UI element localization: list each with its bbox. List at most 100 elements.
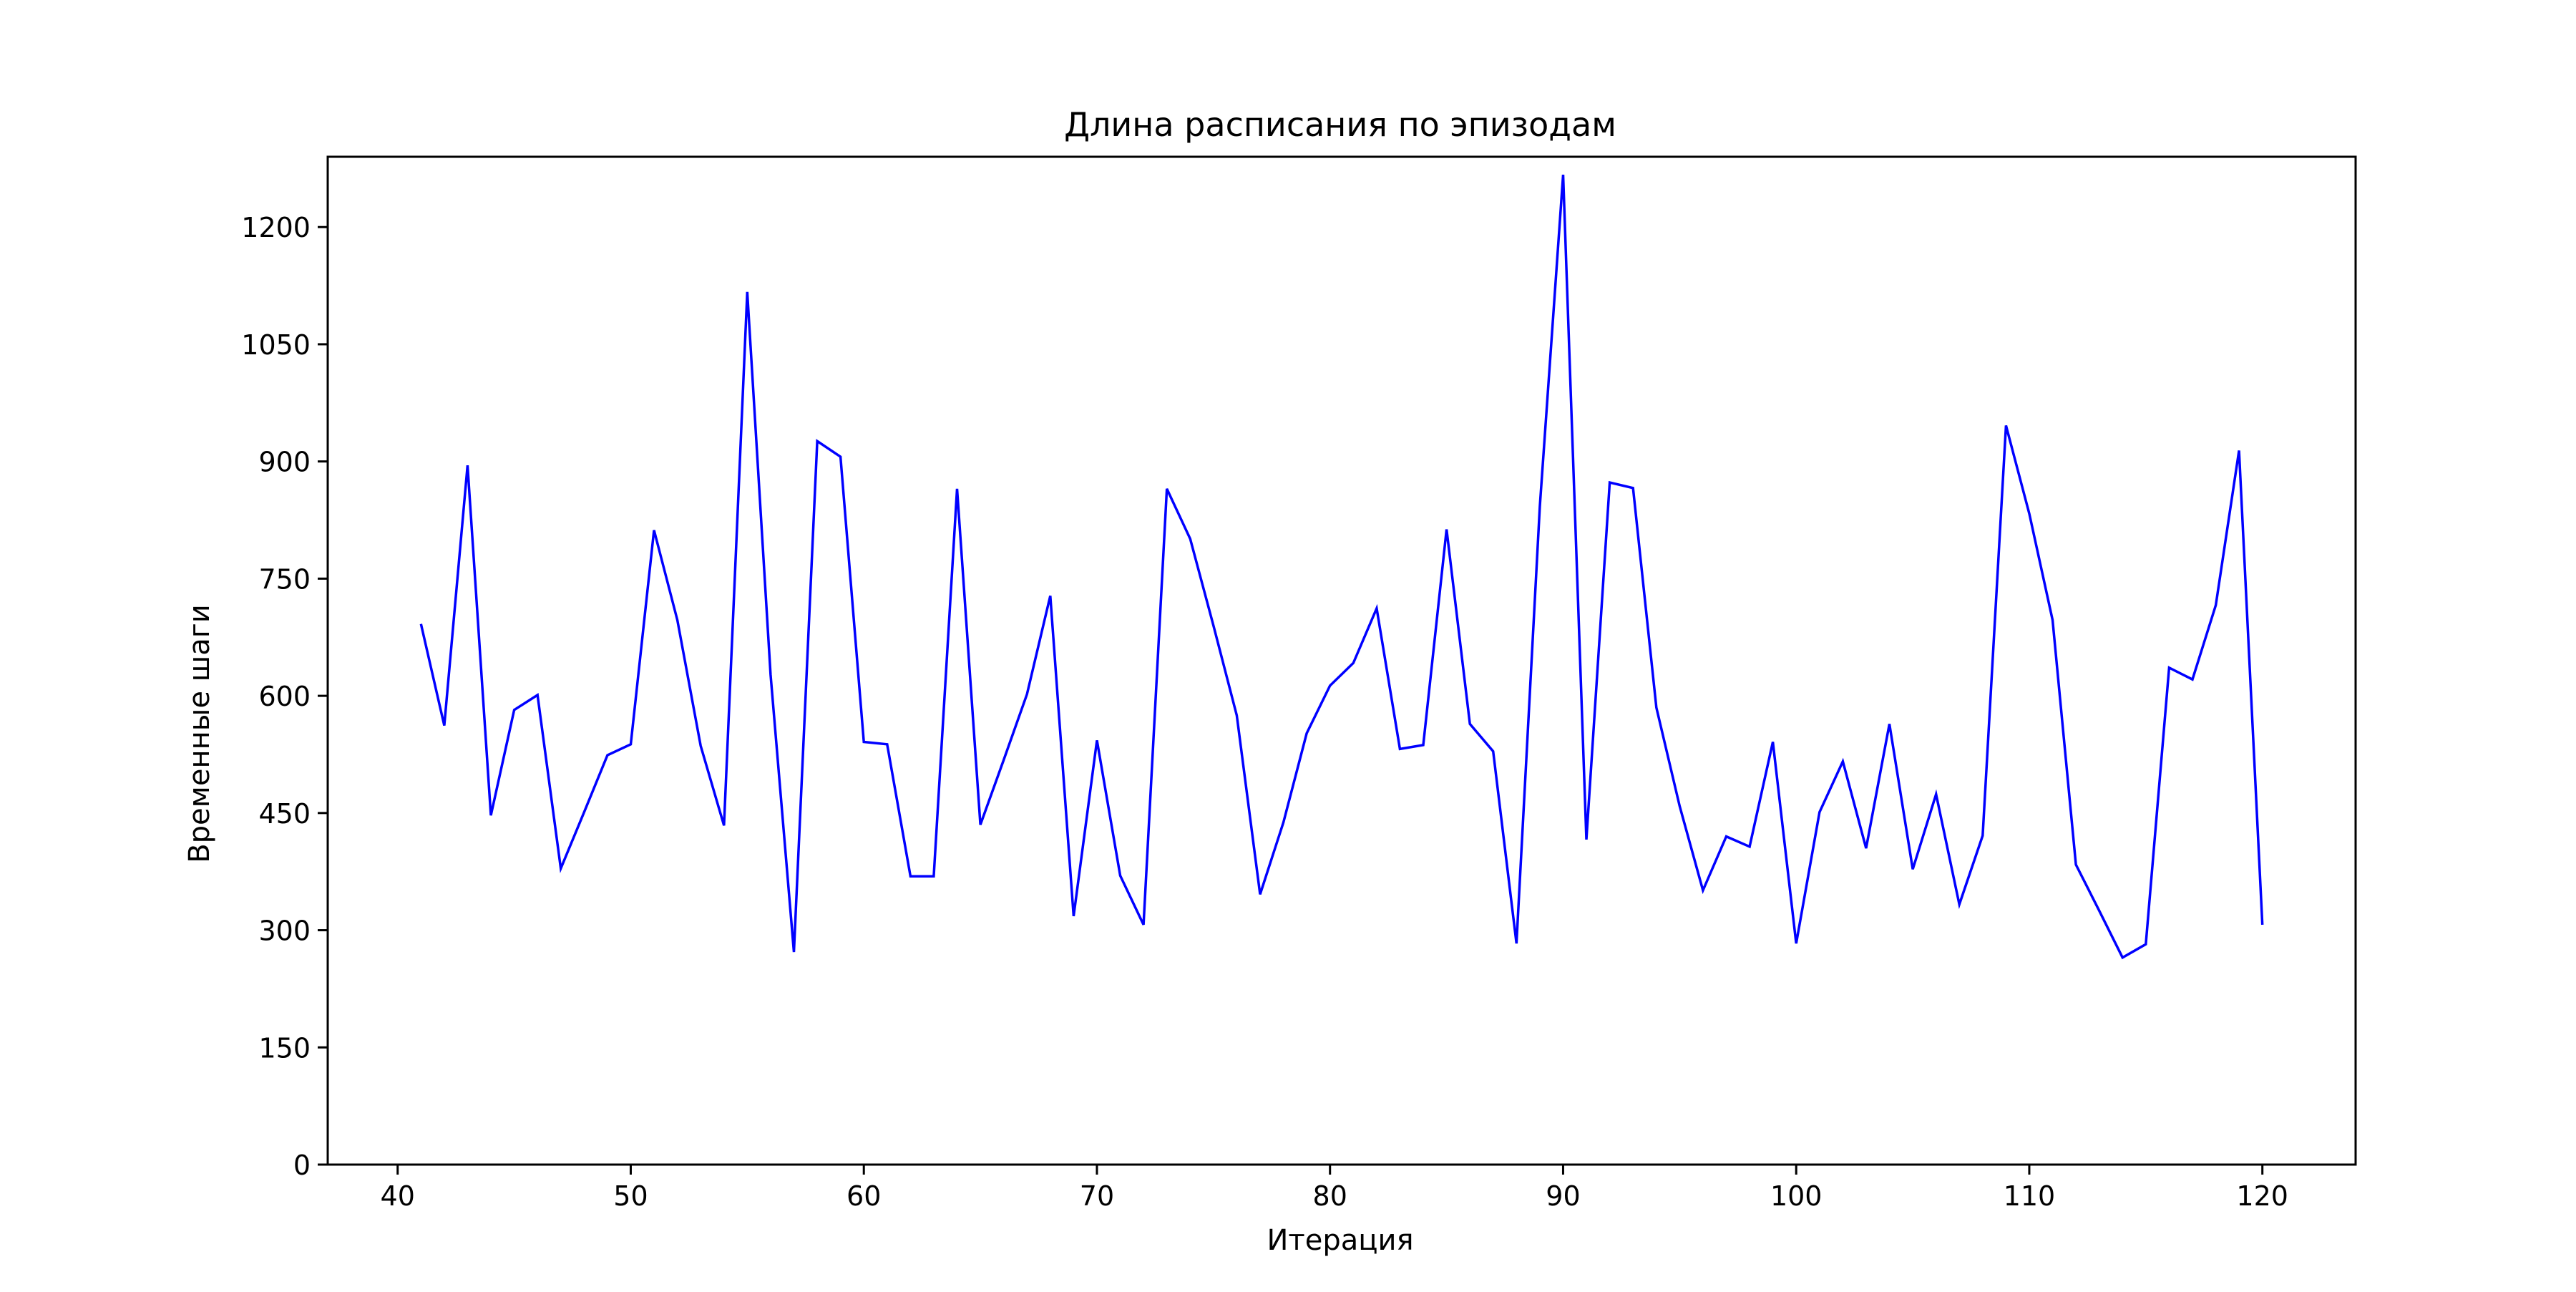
data-point xyxy=(1375,607,1378,610)
data-point xyxy=(2238,449,2240,452)
data-point xyxy=(769,674,772,676)
data-point xyxy=(1492,750,1495,753)
data-point xyxy=(2261,923,2264,926)
data-point xyxy=(1631,487,1634,490)
data-point xyxy=(1398,747,1401,750)
x-tick-label: 90 xyxy=(1546,1180,1580,1212)
data-point xyxy=(1166,487,1169,490)
data-point xyxy=(2074,863,2077,866)
data-point xyxy=(2191,678,2194,681)
data-point xyxy=(909,875,912,878)
y-tick-label: 750 xyxy=(258,563,311,595)
data-point xyxy=(1352,661,1355,664)
data-point xyxy=(2028,513,2031,515)
y-tick-label: 0 xyxy=(293,1150,311,1181)
x-tick-label: 40 xyxy=(381,1180,415,1212)
y-tick-label: 1200 xyxy=(241,212,311,243)
data-point xyxy=(630,743,633,746)
data-point xyxy=(582,811,585,814)
data-point xyxy=(1259,893,1262,895)
data-point xyxy=(1795,942,1797,945)
data-point xyxy=(419,623,422,626)
plot-area xyxy=(419,173,2264,960)
x-axis: 40 50 60 70 80 90 100 110 120 xyxy=(381,1165,2288,1212)
data-point xyxy=(1609,481,1611,484)
data-point xyxy=(676,618,679,621)
data-point xyxy=(1445,528,1448,531)
data-point xyxy=(1562,173,1565,176)
data-point xyxy=(2167,666,2170,669)
data-point xyxy=(816,439,819,442)
data-point xyxy=(723,824,726,827)
data-point xyxy=(746,291,748,293)
data-point xyxy=(1655,706,1658,709)
data-point xyxy=(1212,624,1215,627)
data-point xyxy=(1911,868,1914,870)
data-point xyxy=(1865,847,1868,850)
data-point xyxy=(1282,821,1285,824)
axes-frame xyxy=(326,155,2357,1166)
x-tick-label: 110 xyxy=(2004,1180,2056,1212)
data-point xyxy=(2051,618,2054,621)
y-tick-label: 1050 xyxy=(241,329,311,361)
data-point xyxy=(1585,838,1588,841)
y-tick-label: 150 xyxy=(258,1032,311,1064)
x-tick-label: 70 xyxy=(1080,1180,1114,1212)
data-point xyxy=(956,487,959,490)
x-tick-label: 100 xyxy=(1770,1180,1823,1212)
data-point xyxy=(2121,956,2124,959)
data-point xyxy=(862,741,865,744)
data-point xyxy=(1235,714,1238,717)
data-point xyxy=(1725,835,1728,838)
data-point xyxy=(1748,845,1751,848)
x-tick-label: 60 xyxy=(847,1180,881,1212)
data-point xyxy=(1002,759,1005,762)
data-point xyxy=(699,744,702,747)
data-point xyxy=(2004,424,2007,427)
data-point xyxy=(1702,889,1704,892)
x-tick-label: 80 xyxy=(1313,1180,1347,1212)
x-axis-label: Итерация xyxy=(1267,1224,1413,1257)
data-point xyxy=(1072,915,1075,918)
data-point xyxy=(1981,835,1984,837)
data-point xyxy=(1468,722,1471,725)
series-line xyxy=(419,174,2264,960)
x-tick-label: 120 xyxy=(2236,1180,2288,1212)
data-point xyxy=(932,875,935,878)
data-point xyxy=(793,951,796,953)
data-point xyxy=(1049,594,1052,597)
data-point xyxy=(1888,722,1891,725)
data-point xyxy=(1305,732,1308,735)
data-point xyxy=(1096,739,1098,742)
y-tick-label: 300 xyxy=(258,915,311,947)
data-point xyxy=(1772,741,1775,744)
y-tick-label: 900 xyxy=(258,447,311,478)
data-point xyxy=(1935,793,1938,796)
data-point xyxy=(839,455,842,458)
data-point xyxy=(1958,903,1961,906)
data-point xyxy=(1119,874,1122,877)
data-point xyxy=(2145,943,2147,946)
data-point xyxy=(653,529,655,532)
data-point xyxy=(560,867,562,870)
data-point xyxy=(886,743,889,746)
data-point xyxy=(1142,923,1145,926)
data-point xyxy=(489,814,492,817)
data-point xyxy=(513,709,516,711)
data-point xyxy=(1818,811,1821,814)
y-axis: 0 150 300 450 600 750 900 1050 1200 xyxy=(241,212,328,1181)
data-point xyxy=(1515,942,1518,945)
y-axis-label: Временные шаги xyxy=(183,604,216,863)
data-point xyxy=(979,823,982,826)
data-point xyxy=(2215,604,2218,607)
data-point xyxy=(1538,505,1541,508)
y-tick-label: 600 xyxy=(258,681,311,712)
data-point xyxy=(606,754,609,757)
data-point xyxy=(2098,909,2101,912)
data-point xyxy=(1025,693,1028,696)
data-point xyxy=(443,724,446,727)
data-point xyxy=(1841,760,1844,763)
